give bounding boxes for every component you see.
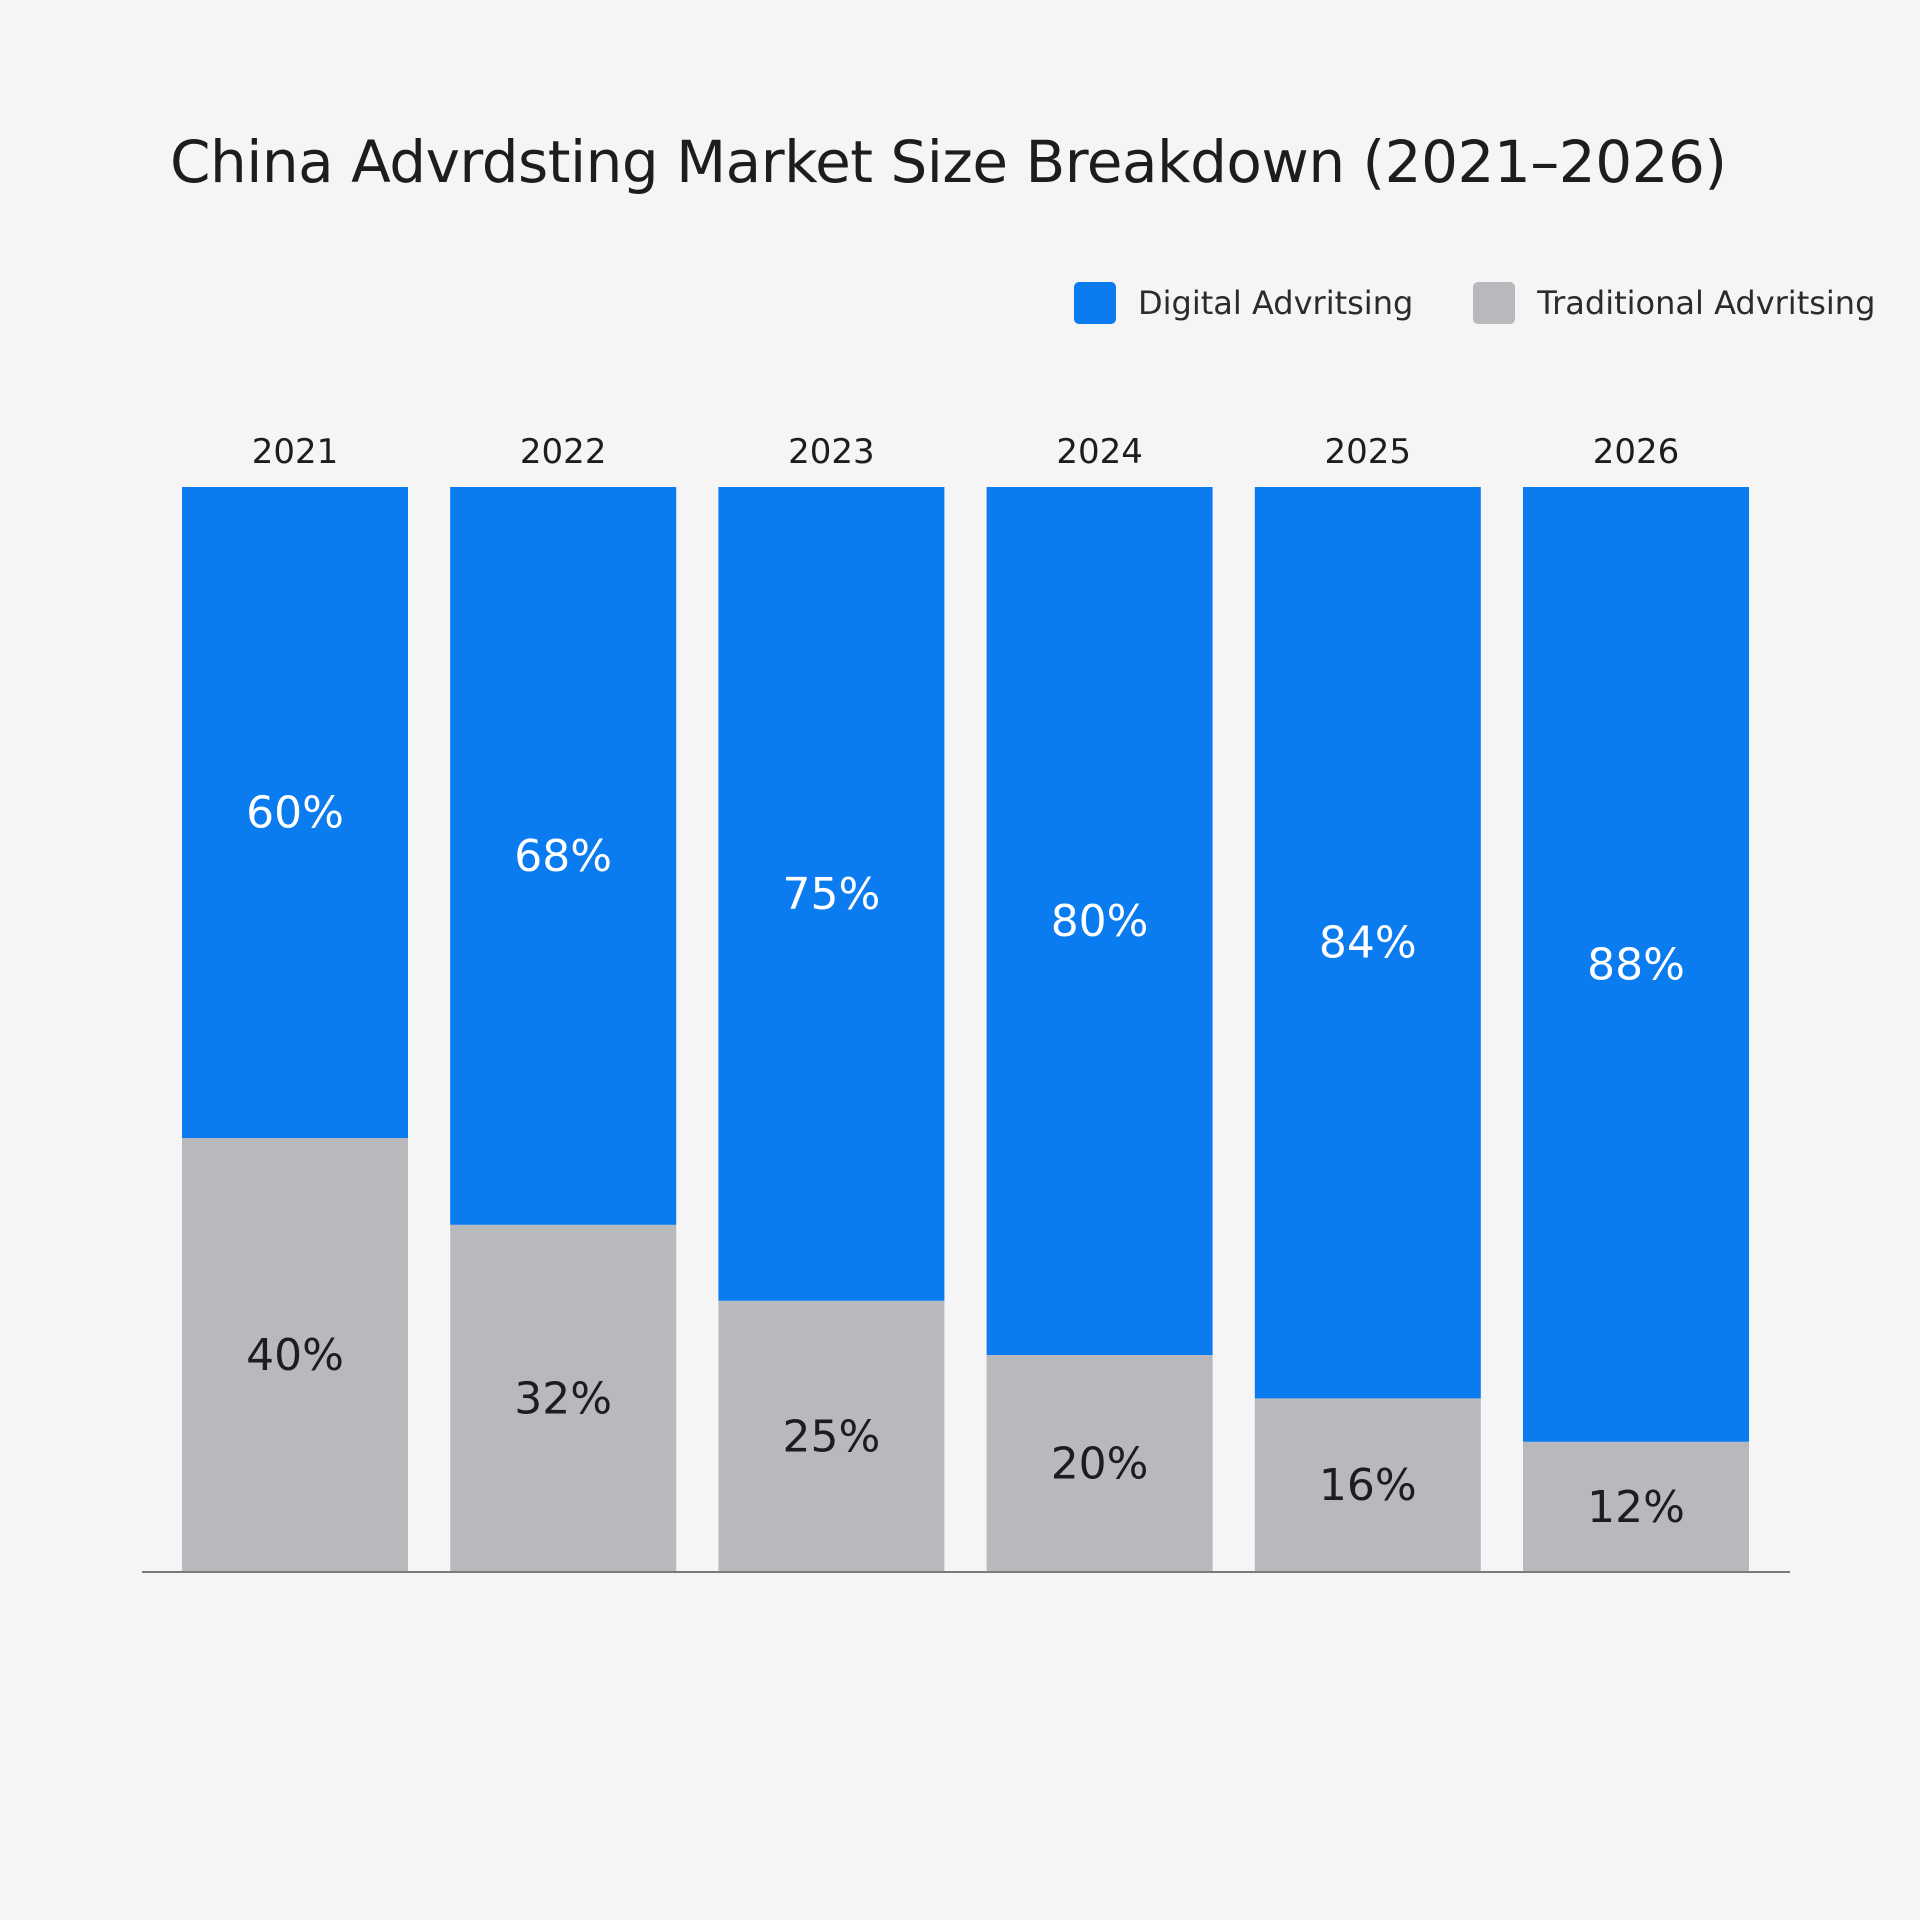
year-label-2022: 2022	[520, 432, 607, 472]
data-label-digital-2021: 60%	[246, 788, 344, 839]
legend-label-traditional: Traditional Advritsing	[1537, 284, 1876, 322]
bar-traditional-2023[interactable]	[718, 1300, 945, 1572]
data-label-digital-2024: 80%	[1051, 896, 1149, 947]
year-label-2021: 2021	[252, 432, 339, 472]
data-label-digital-2023: 75%	[783, 869, 881, 920]
data-label-traditional-2023: 25%	[783, 1411, 881, 1462]
bar-traditional-2026[interactable]	[1523, 1441, 1749, 1572]
legend-swatch-traditional	[1473, 282, 1516, 324]
data-label-traditional-2024: 20%	[1051, 1439, 1149, 1490]
legend-item-traditional[interactable]: Traditional Advritsing	[1473, 282, 1875, 324]
bar-digital-2024[interactable]	[986, 487, 1213, 1355]
data-label-traditional-2026: 12%	[1587, 1482, 1685, 1533]
bar-traditional-2025[interactable]	[1254, 1398, 1481, 1572]
bar-traditional-2021[interactable]	[182, 1138, 408, 1572]
bar-digital-2022[interactable]	[450, 487, 677, 1225]
bars-layer: 40% 60% 2021 32% 68% 2022 25% 75% 2023 20% 80% 2024…	[182, 432, 1749, 1572]
data-label-traditional-2022: 32%	[514, 1373, 612, 1424]
legend-swatch-digital	[1074, 282, 1116, 324]
bar-traditional-2024[interactable]	[986, 1355, 1213, 1572]
data-label-digital-2025: 84%	[1319, 918, 1417, 969]
year-label-2025: 2025	[1325, 432, 1412, 472]
data-label-traditional-2021: 40%	[246, 1330, 344, 1381]
chart-title: China Advrdsting Market Size Breakdown (…	[170, 128, 1727, 196]
bar-digital-2023[interactable]	[718, 487, 945, 1301]
bar-traditional-2022[interactable]	[450, 1224, 677, 1572]
legend-item-digital[interactable]: Digital Advritsing	[1074, 282, 1413, 324]
data-label-traditional-2025: 16%	[1319, 1460, 1417, 1511]
legend-label-digital: Digital Advritsing	[1138, 284, 1414, 322]
data-label-digital-2026: 88%	[1587, 939, 1685, 990]
year-label-2024: 2024	[1056, 432, 1143, 472]
chart-legend: Digital Advritsing Traditional Advritsin…	[1074, 282, 1875, 324]
bar-digital-2025[interactable]	[1254, 487, 1481, 1399]
bar-digital-2026[interactable]	[1523, 487, 1749, 1442]
year-label-2026: 2026	[1593, 432, 1680, 472]
year-label-2023: 2023	[788, 432, 875, 472]
data-label-digital-2022: 68%	[514, 831, 612, 882]
bar-digital-2021[interactable]	[182, 487, 408, 1138]
